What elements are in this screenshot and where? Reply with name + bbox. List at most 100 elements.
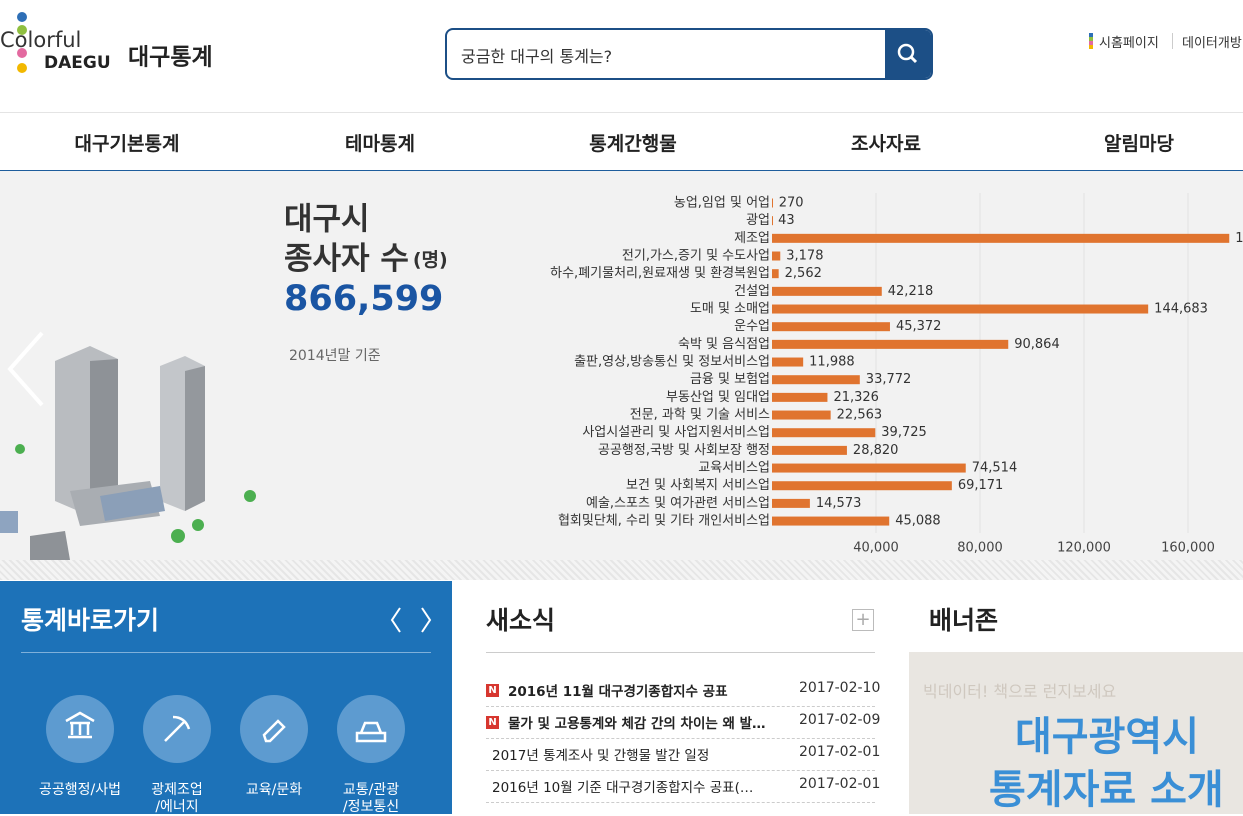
category-label: 금융 및 보험업 bbox=[690, 372, 770, 387]
category-label: 부동산업 및 임대업 bbox=[666, 390, 770, 405]
illustration bbox=[0, 331, 256, 560]
category-label: 농업,임업 및 어업 bbox=[674, 196, 770, 211]
icon-path bbox=[355, 721, 387, 743]
bar bbox=[772, 498, 810, 508]
value-label: 2,562 bbox=[785, 266, 822, 281]
nav-item[interactable]: 알림마당 bbox=[1104, 133, 1174, 155]
value-label: 28,820 bbox=[853, 443, 899, 458]
search-placeholder: 궁금한 대구의 통계는? bbox=[461, 47, 613, 66]
news-panel: 새소식 + N 2016년 11월 대구경기종합지수 공표 2017-02-10 N 물… bbox=[466, 581, 896, 814]
hero-note: 2014년말 기준 bbox=[289, 348, 381, 364]
hero-unit: (명) bbox=[413, 249, 448, 271]
logo-dot bbox=[17, 48, 27, 58]
search-box[interactable]: 궁금한 대구의 통계는? bbox=[445, 28, 933, 80]
category-label: 운수업 bbox=[734, 319, 770, 334]
banner-headline: 통계자료 소개 bbox=[989, 767, 1224, 813]
bar bbox=[772, 428, 876, 438]
search-button[interactable] bbox=[885, 30, 931, 78]
category-label: 전기,가스,증기 및 수도사업 bbox=[622, 249, 770, 264]
new-badge: N bbox=[486, 684, 499, 697]
icon-path bbox=[65, 711, 95, 739]
news-title[interactable]: 2017년 통계조사 및 간행물 발간 일정 bbox=[492, 748, 710, 764]
bar bbox=[772, 516, 890, 526]
news-date: 2017-02-09 bbox=[799, 712, 881, 728]
banner-panel: 배너존 빅데이터! 책으로 런지보세요 대구광역시 통계자료 소개 bbox=[909, 581, 1243, 814]
value-label: 45,372 bbox=[896, 319, 942, 334]
new-badge: N bbox=[486, 716, 499, 729]
divider bbox=[1172, 33, 1173, 49]
row-rule bbox=[486, 738, 875, 739]
shortcut-icon[interactable] bbox=[143, 695, 211, 763]
rule bbox=[21, 652, 431, 653]
bar bbox=[772, 251, 781, 261]
bar bbox=[772, 339, 1009, 349]
icon-path bbox=[262, 719, 286, 743]
category-label: 하수,폐기물처리,원료재생 및 환경복원업 bbox=[550, 266, 770, 281]
bar-chart: 40,000 80,000 120,000 160,000 농업,임업 및 어업 270 광… bbox=[550, 193, 1243, 556]
news-date: 2017-02-10 bbox=[799, 680, 881, 696]
news-title[interactable]: 2016년 10월 기준 대구경기종합지수 공표(… bbox=[492, 780, 754, 796]
search-icon bbox=[897, 43, 918, 64]
bar bbox=[772, 481, 952, 491]
value-label: 175,869 bbox=[1235, 231, 1243, 246]
value-label: 69,171 bbox=[958, 478, 1004, 493]
shortcut-label: 교육/문화 bbox=[245, 782, 303, 798]
bar bbox=[772, 216, 773, 226]
header: Colorful DAEGU 대구통계 궁금한 대구의 통계는? 시홈페이지 데… bbox=[0, 0, 1243, 112]
top-link[interactable]: 시홈페이지 bbox=[1099, 36, 1159, 51]
shortcut-icon[interactable] bbox=[337, 695, 405, 763]
logo-dot bbox=[17, 63, 27, 73]
logo-dot bbox=[17, 25, 27, 35]
bar bbox=[772, 463, 966, 473]
category-label: 숙박 및 음식점업 bbox=[678, 337, 770, 352]
prev-arrow[interactable] bbox=[7, 331, 44, 407]
divider-strip bbox=[0, 560, 1243, 580]
value-label: 33,772 bbox=[866, 372, 912, 387]
bar bbox=[772, 322, 890, 332]
x-tick-label: 40,000 bbox=[853, 541, 899, 556]
shortcut-panel: 통계바로가기 공공행정/사법 광제조업/에너지 교육/문화 교통/관광/정보통신 bbox=[0, 581, 452, 815]
pager[interactable] bbox=[386, 605, 436, 635]
bar bbox=[772, 357, 804, 367]
shortcut-icon[interactable] bbox=[240, 695, 308, 763]
panel-title: 배너존 bbox=[929, 606, 999, 635]
row-rule bbox=[486, 770, 875, 771]
shortcut-icon[interactable] bbox=[46, 695, 114, 763]
nav-item[interactable]: 통계간행물 bbox=[589, 133, 677, 155]
category-label: 사업시설관리 및 사업지원서비스업 bbox=[582, 425, 770, 440]
shortcut-label: /정보통신 bbox=[342, 799, 400, 815]
nav-item[interactable]: 조사자료 bbox=[851, 133, 921, 155]
category-label: 도매 및 소매업 bbox=[690, 302, 770, 317]
category-label: 보건 및 사회복지 서비스업 bbox=[626, 478, 770, 493]
hero-title: 대구시 bbox=[284, 202, 370, 238]
value-label: 144,683 bbox=[1154, 302, 1208, 317]
logo[interactable]: Colorful DAEGU 대구통계 bbox=[0, 8, 240, 98]
category-label: 출판,영상,방송통신 및 정보서비스업 bbox=[574, 355, 770, 370]
news-title[interactable]: 2016년 11월 대구경기종합지수 공표 bbox=[508, 684, 728, 700]
value-label: 21,326 bbox=[833, 390, 879, 405]
bar bbox=[772, 286, 882, 296]
more-button[interactable]: + bbox=[852, 609, 874, 631]
logo-top: Colorful bbox=[0, 28, 81, 52]
bar bbox=[772, 304, 1149, 314]
value-label: 14,573 bbox=[816, 496, 862, 511]
nav-item[interactable]: 테마통계 bbox=[345, 133, 415, 155]
x-tick-label: 80,000 bbox=[957, 541, 1003, 556]
banner-image[interactable]: 빅데이터! 책으로 런지보세요 대구광역시 통계자료 소개 bbox=[909, 652, 1243, 814]
main-nav: 대구기본통계 테마통계 통계간행물 조사자료 알림마당 bbox=[0, 112, 1243, 172]
nav-item[interactable]: 대구기본통계 bbox=[74, 133, 180, 155]
bar bbox=[772, 392, 828, 402]
value-label: 22,563 bbox=[837, 408, 883, 423]
news-title[interactable]: 물가 및 고용통계와 체감 간의 차이는 왜 발… bbox=[508, 716, 766, 732]
shortcut-label: /에너지 bbox=[155, 799, 199, 815]
value-label: 3,178 bbox=[786, 249, 823, 264]
top-link[interactable]: 데이터개방 bbox=[1182, 36, 1242, 51]
bar bbox=[772, 233, 1230, 243]
icon-path bbox=[164, 715, 191, 742]
bar bbox=[772, 445, 847, 455]
icon-glyph bbox=[164, 715, 191, 742]
category-label: 광업 bbox=[746, 213, 770, 228]
value-label: 270 bbox=[779, 196, 804, 211]
